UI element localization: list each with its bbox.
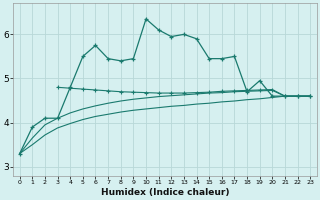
X-axis label: Humidex (Indice chaleur): Humidex (Indice chaleur) [101, 188, 229, 197]
